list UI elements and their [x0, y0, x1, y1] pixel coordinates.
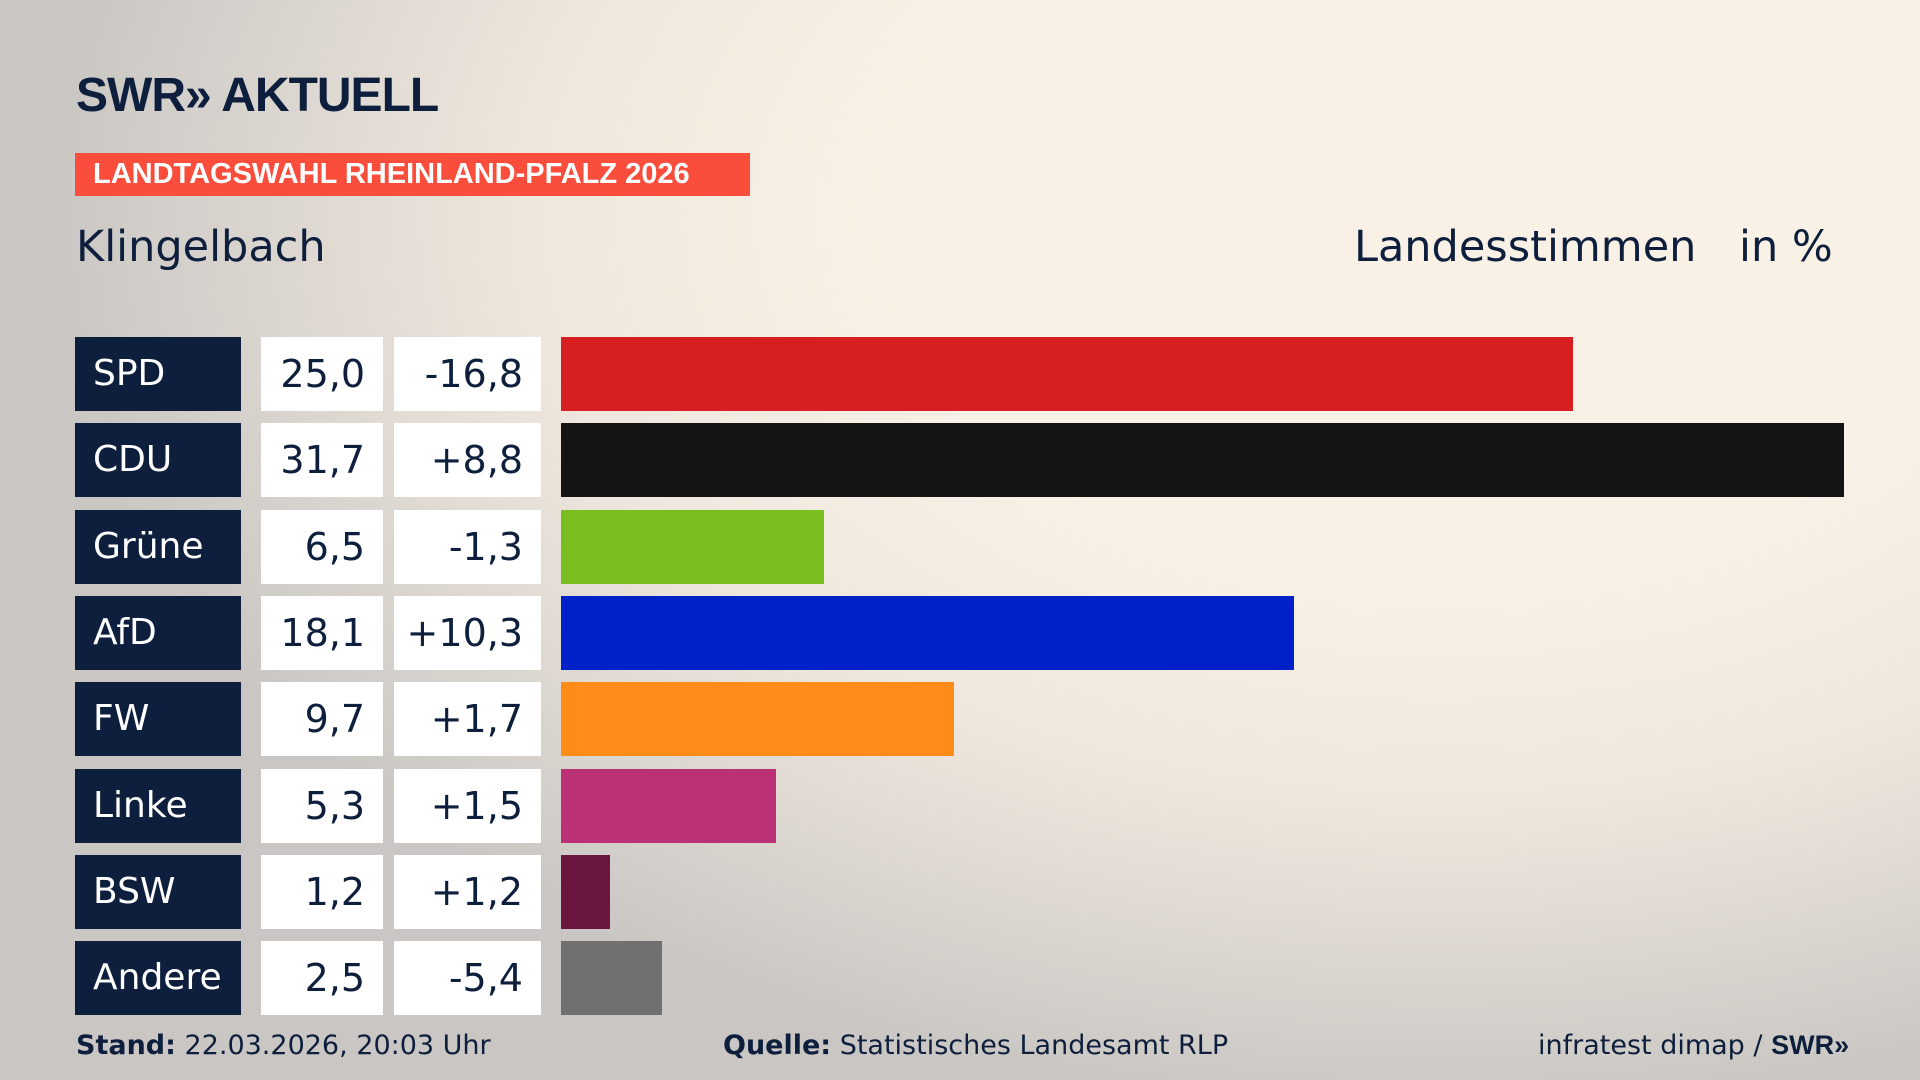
party-row: AfD 18,1 +10,3: [75, 595, 1875, 670]
diff-label: +8,8: [394, 423, 541, 498]
party-row: CDU 31,7 +8,8: [75, 423, 1875, 498]
party-row: BSW 1,2 +1,2: [75, 854, 1875, 929]
stand-value: 22.03.2026, 20:03 Uhr: [184, 1030, 491, 1061]
value-label: 2,5: [261, 941, 383, 1016]
party-row: FW 9,7 +1,7: [75, 682, 1875, 757]
swr-aktuell-logo: SWR» AKTUELL: [76, 69, 439, 122]
credit: infratest dimap / SWR»: [1538, 1030, 1849, 1061]
unit-label: in %: [1739, 222, 1833, 272]
credit-text: infratest dimap /: [1538, 1030, 1772, 1061]
election-banner: LANDTAGSWAHL RHEINLAND-PFALZ 2026: [75, 153, 750, 196]
measure-label: Landesstimmen: [1354, 222, 1697, 272]
source-label: Quelle:: [723, 1030, 832, 1061]
party-row: Linke 5,3 +1,5: [75, 768, 1875, 843]
value-label: 6,5: [261, 509, 383, 584]
party-label: Andere: [75, 941, 241, 1016]
party-label: CDU: [75, 423, 241, 498]
stand-label: Stand:: [76, 1030, 176, 1061]
value-label: 1,2: [261, 854, 383, 929]
timestamp: Stand: 22.03.2026, 20:03 Uhr: [76, 1030, 491, 1061]
party-label: FW: [75, 682, 241, 757]
party-label: BSW: [75, 854, 241, 929]
party-label: SPD: [75, 337, 241, 411]
party-label: AfD: [75, 595, 241, 670]
party-row: SPD 25,0 -16,8: [75, 337, 1875, 411]
value-label: 31,7: [261, 423, 383, 498]
party-row: Grüne 6,5 -1,3: [75, 509, 1875, 584]
source-value: Statistisches Landesamt RLP: [839, 1030, 1229, 1061]
bar-grüne: [561, 509, 825, 584]
diff-label: -16,8: [394, 337, 541, 411]
place-title: Klingelbach: [76, 222, 326, 272]
party-label: Grüne: [75, 509, 241, 584]
bar-spd: [561, 337, 1573, 411]
source: Quelle: Statistisches Landesamt RLP: [723, 1030, 1228, 1061]
value-label: 18,1: [261, 595, 383, 670]
bar-afd: [561, 595, 1294, 670]
party-label: Linke: [75, 768, 241, 843]
diff-label: +1,5: [394, 768, 541, 843]
bar-bsw: [561, 854, 610, 929]
bar-andere: [561, 941, 663, 1016]
bar-linke: [561, 768, 776, 843]
bar-cdu: [561, 423, 1844, 498]
bar-fw: [561, 682, 954, 757]
diff-label: +1,7: [394, 682, 541, 757]
diff-label: +10,3: [394, 595, 541, 670]
swr-logo: SWR»: [1771, 1030, 1850, 1060]
value-label: 5,3: [261, 768, 383, 843]
party-row: Andere 2,5 -5,4: [75, 941, 1875, 1016]
diff-label: +1,2: [394, 854, 541, 929]
diff-label: -1,3: [394, 509, 541, 584]
value-label: 9,7: [261, 682, 383, 757]
value-label: 25,0: [261, 337, 383, 411]
diff-label: -5,4: [394, 941, 541, 1016]
